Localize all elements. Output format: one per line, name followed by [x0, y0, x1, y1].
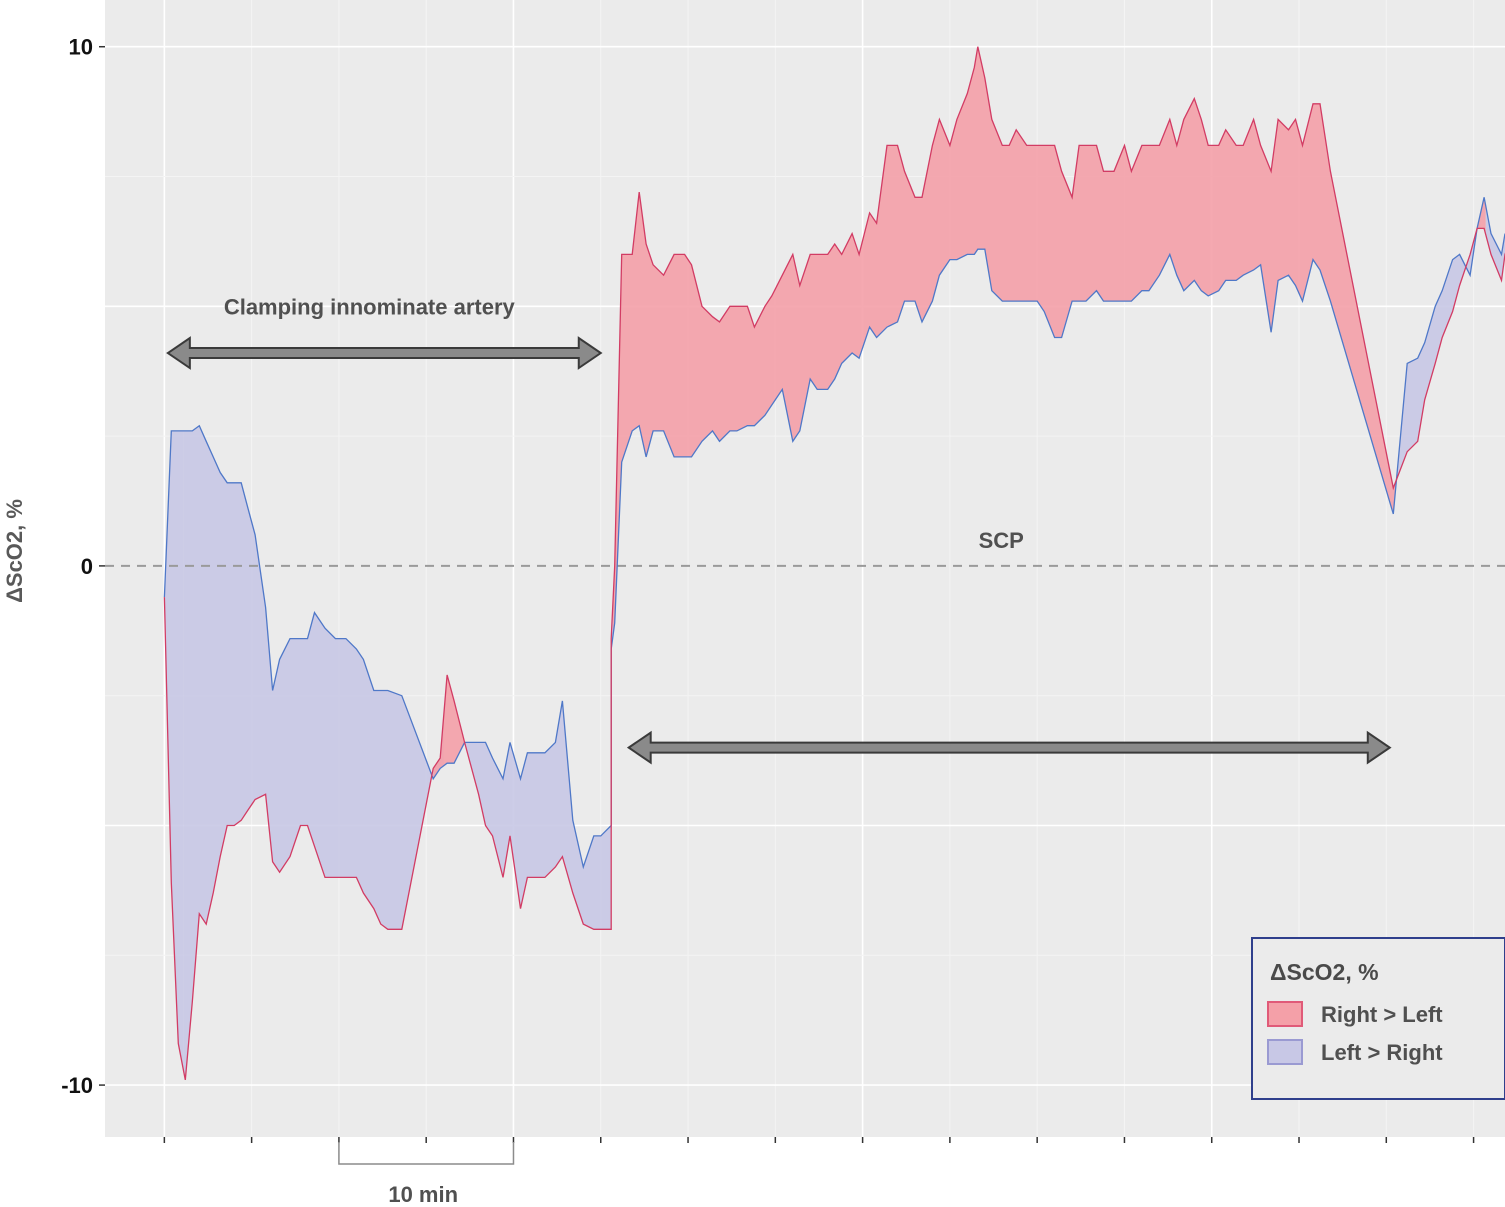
area-region — [612, 46, 1397, 636]
annotation-label: SCP — [979, 528, 1024, 553]
annotation-label: Clamping innominate artery — [224, 294, 516, 319]
legend: ΔScO2, % Right > Left Left > Right — [1251, 937, 1505, 1100]
y-axis: 10 0 -10 — [61, 35, 105, 1098]
scale-bar-label: 10 min — [388, 1182, 458, 1207]
series-line-right — [163, 46, 1505, 1081]
y-axis-label: ΔScO2, % — [2, 499, 27, 603]
series-line-left — [163, 197, 1505, 870]
series-lines — [163, 46, 1505, 1081]
legend-swatch-right-gt-left — [1267, 1001, 1303, 1027]
legend-title: ΔScO2, % — [1270, 959, 1379, 985]
legend-swatch-left-gt-right — [1267, 1039, 1303, 1065]
annotation-arrow — [626, 730, 1392, 765]
y-tick-label: -10 — [61, 1073, 93, 1098]
scale-bar-bracket — [338, 1142, 515, 1165]
area-region — [464, 601, 613, 930]
x-axis — [163, 1137, 1475, 1143]
y-tick-label: 10 — [69, 35, 93, 60]
legend-label-left-gt-right: Left > Right — [1321, 1040, 1443, 1065]
area-region — [1477, 197, 1486, 235]
fills — [164, 46, 1505, 1080]
area-region — [183, 425, 444, 1080]
area-region — [1396, 213, 1481, 479]
legend-label-right-gt-left: Right > Left — [1321, 1002, 1443, 1027]
area-region — [164, 430, 184, 1071]
annotation-arrow — [166, 336, 603, 370]
scale-bar: 10 min — [338, 1142, 515, 1207]
annotations: Clamping innominate artery SCP — [166, 294, 1392, 765]
y-tick-label: 0 — [81, 554, 93, 579]
